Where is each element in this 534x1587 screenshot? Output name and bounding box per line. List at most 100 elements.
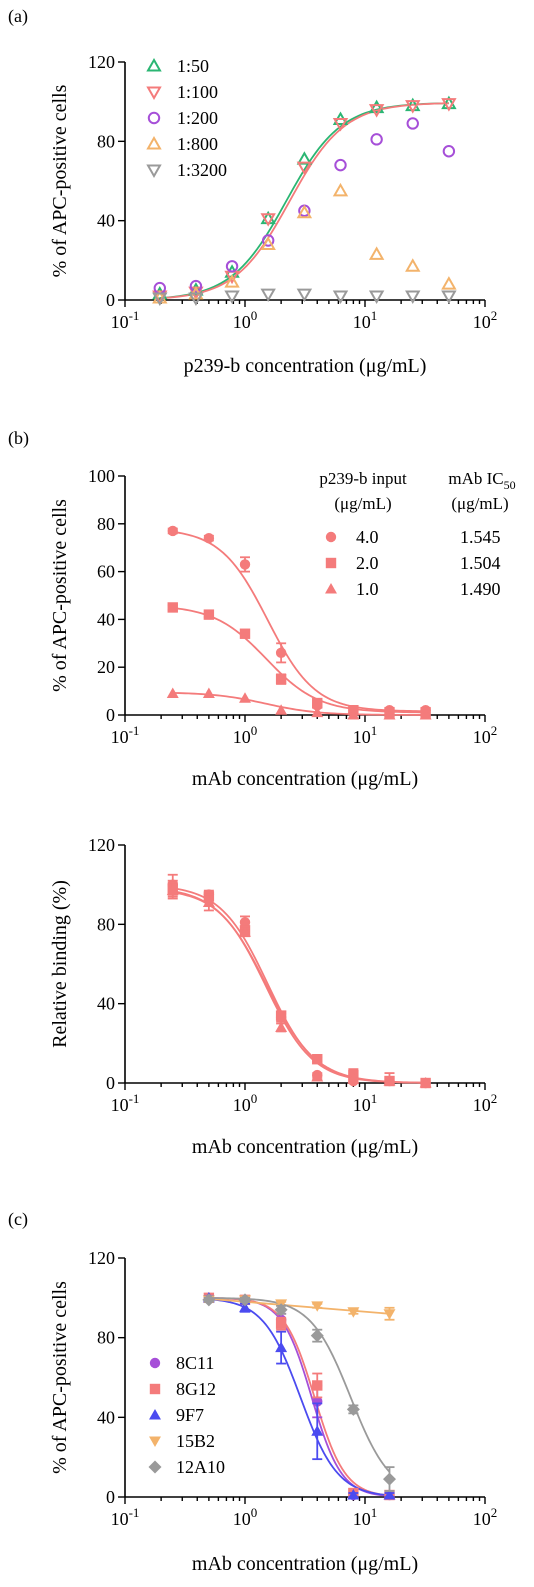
x-tick-label: 100 [233,308,258,332]
data-point [239,926,251,937]
data-point [368,99,385,114]
chart-panel-a: (a) 0 40 80 120 10-1 100 101 102 p239-b concentra… [8,6,497,377]
data-point [189,279,203,293]
data-point [332,117,349,132]
data-point [311,706,324,718]
series-2 [166,881,432,1088]
data-point [261,234,275,247]
x-tick-label: 10-1 [111,1505,140,1529]
data-point [188,292,204,307]
x-tick-label: 100 [233,1091,258,1115]
y-tick-label: 100 [88,466,115,486]
data-point [202,1293,216,1307]
fit-curve [172,890,426,1084]
data-point [383,709,396,720]
data-point [383,1075,396,1086]
y-axis-label: % of APC-positive cells [49,84,71,277]
x-tick-label: 10-1 [111,1091,140,1115]
data-point [405,258,421,272]
y-tick-label: 60 [97,562,115,582]
fit-curve [208,1297,390,1497]
legend-marker [149,1357,161,1369]
panel-label-b1: (b) [8,428,29,449]
data-point [239,1301,251,1313]
y-tick-label: 120 [88,52,115,72]
y-tick-label: 0 [106,1073,115,1093]
y-tick-label: 0 [106,290,115,310]
data-point [275,1341,288,1353]
data-point [347,709,360,720]
data-point [225,260,239,273]
y-tick-label: 40 [97,994,115,1014]
data-point [442,145,456,158]
x-tick-label: 10-1 [111,723,140,747]
data-point [296,161,313,176]
y-tick-label: 40 [97,609,115,629]
y-axis-label: % of APC-positive cells [49,499,71,692]
y-tick-label: 80 [97,131,115,151]
data-point [347,1489,360,1500]
legend-label: 8G12 [176,1379,216,1399]
legend-marker [147,111,161,125]
data-point [202,687,215,698]
legend-marker [325,583,337,594]
data-point [370,133,383,146]
data-point [311,1425,324,1436]
x-tick-label: 10-1 [111,308,140,332]
y-tick-label: 80 [97,1328,115,1348]
data-point [238,1293,252,1307]
data-point [275,704,288,715]
data-point [274,1303,288,1317]
fit-curve [172,530,426,713]
data-point [311,1301,324,1312]
series-4-0 [167,525,431,716]
data-point [312,697,323,709]
x-tick-label: 102 [473,1505,498,1529]
series-2-0 [167,602,431,718]
data-point [419,709,432,720]
x-axis-label: mAb concentration (μg/mL) [192,1136,418,1158]
fit-curve [172,692,426,716]
data-point [405,100,421,114]
data-point [332,182,349,197]
legend-marker [149,1409,161,1420]
legend-label: 1:50 [177,56,209,76]
legend-marker [149,1436,161,1447]
data-point [346,1402,360,1416]
data-point [312,1054,323,1065]
data-point [383,1489,396,1500]
data-point [368,104,385,118]
data-point [296,204,313,219]
y-tick-label: 80 [97,914,115,934]
data-point [332,290,349,305]
legend-label: 9F7 [176,1405,204,1425]
legend-header-input: p239-b input [319,469,407,488]
series-1-0 [166,687,432,720]
y-tick-label: 120 [88,1248,115,1268]
legend-label: 1.0 [356,579,379,599]
y-axis-label: Relative binding (%) [49,880,71,1048]
legend-header-ic50: mAb IC50 [448,469,515,492]
legend-ic50-value: 1.545 [460,527,501,547]
legend-ic50-value: 1.504 [460,553,501,573]
data-point [239,917,251,928]
data-point [312,1380,323,1391]
data-point [382,1472,396,1486]
x-tick-label: 101 [353,1091,378,1115]
fit-curve [208,1297,390,1497]
series-1-800 [152,182,457,304]
x-tick-label: 100 [233,1505,258,1529]
data-point [275,1021,288,1032]
data-point [239,628,251,639]
x-tick-label: 100 [233,723,258,747]
x-tick-label: 101 [353,723,378,747]
y-tick-label: 120 [88,835,115,855]
legend-marker [149,1383,161,1395]
y-tick-label: 40 [97,211,115,231]
y-axis-label: % of APC-positive cells [49,1281,71,1474]
x-axis-label: p239-b concentration (μg/mL) [184,355,427,377]
fit-curve [159,102,449,299]
data-point [224,274,240,288]
data-point [167,602,178,613]
